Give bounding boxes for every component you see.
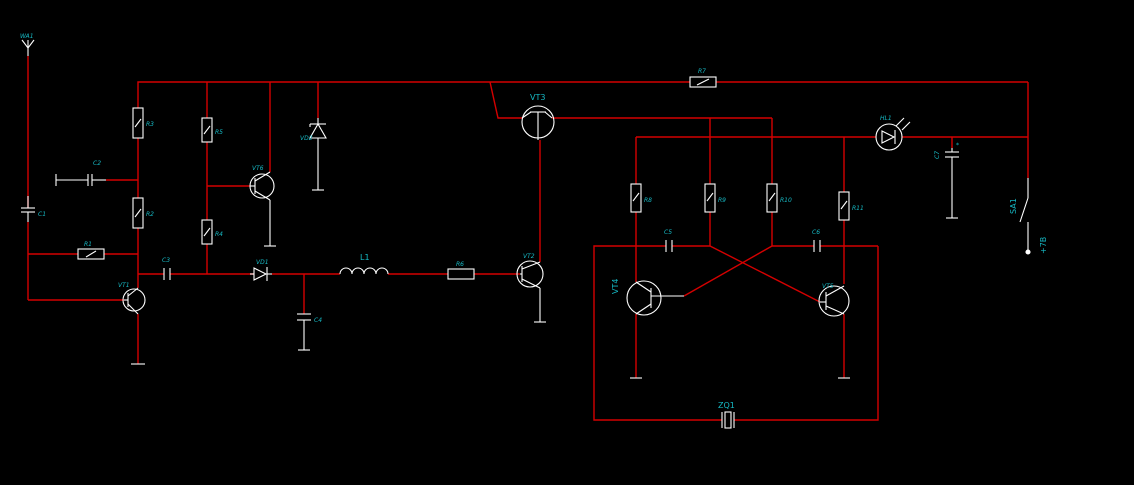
label-r2: R2 [146,211,154,218]
label-r11: R11 [852,205,864,212]
label-vd2: VD2 [300,135,313,142]
resistor-r9: R9 [704,183,726,213]
label-c1: C1 [38,211,46,218]
label-r6: R6 [456,261,464,268]
label-vt5: VT5 [822,283,834,290]
capacitor-c2: C2 [87,160,106,186]
label-vt2: VT2 [523,253,535,260]
transistor-vt3: VT3 [521,93,555,140]
label-hl1: HL1 [880,115,892,122]
transistor-vt1: VT1 [118,282,146,315]
capacitor-c7: * C7 [934,142,959,166]
transistor-vt4: VT4 [611,279,684,316]
label-r4: R4 [215,231,223,238]
label-r7: R7 [698,68,706,75]
label-c3: C3 [162,257,170,264]
label-vt6: VT6 [252,165,264,172]
resistor-r7: R7 [689,68,717,88]
switch-sa1: SA1 +7В [1009,178,1048,255]
resistor-r3: R3 [132,107,154,139]
capacitor-c3: C3 [162,257,171,280]
label-c6: C6 [812,229,820,236]
label-r9: R9 [718,197,726,204]
label-r1: R1 [84,241,92,248]
led-hl1: HL1 [875,115,911,151]
capacitor-c1: C1 [21,196,46,222]
label-r8: R8 [644,197,652,204]
label-wa1: WA1 [20,33,34,40]
resistor-r4: R4 [201,219,223,245]
label-r10: R10 [780,197,792,204]
label-c2: C2 [93,160,101,167]
label-vt4: VT4 [611,279,620,294]
label-r5: R5 [215,129,223,136]
label-l1: L1 [360,253,370,262]
resistor-r11: R11 [838,191,864,221]
label-sa1: SA1 [1009,198,1018,214]
label-vt1: VT1 [118,282,130,289]
ground-symbols [55,154,958,379]
label-r3: R3 [146,121,154,128]
wires [27,56,1029,421]
label-zq1: ZQ1 [718,401,735,410]
capacitor-c5: C5 [664,229,673,252]
capacitor-c6: C6 [812,229,821,252]
resistor-r2: R2 [132,197,154,229]
transistor-vt2: VT2 [516,253,544,289]
resistor-r8: R8 [630,183,652,213]
inductor-l1: L1 [339,253,389,275]
resistor-r5: R5 [201,117,223,143]
svg-text:*: * [956,142,959,149]
label-c7: C7 [934,151,941,159]
transistor-vt5: VT5 [818,283,850,317]
label-vd1: VD1 [256,259,269,266]
transistor-vt6: VT6 [249,165,275,201]
capacitor-c4: C4 [297,313,322,326]
antenna-wa1: WA1 [20,33,35,56]
resistor-r6: R6 [447,261,475,280]
label-c4: C4 [314,317,322,324]
zener-diode-vd2: VD2 [300,118,327,154]
label-plus7v: +7В [1039,237,1048,254]
resistor-r1: R1 [77,241,105,260]
crystal-zq1: ZQ1 [718,401,735,429]
label-c5: C5 [664,229,672,236]
label-vt3: VT3 [530,93,545,102]
diode-vd1: VD1 [250,259,272,281]
resistor-r10: R10 [766,183,792,213]
